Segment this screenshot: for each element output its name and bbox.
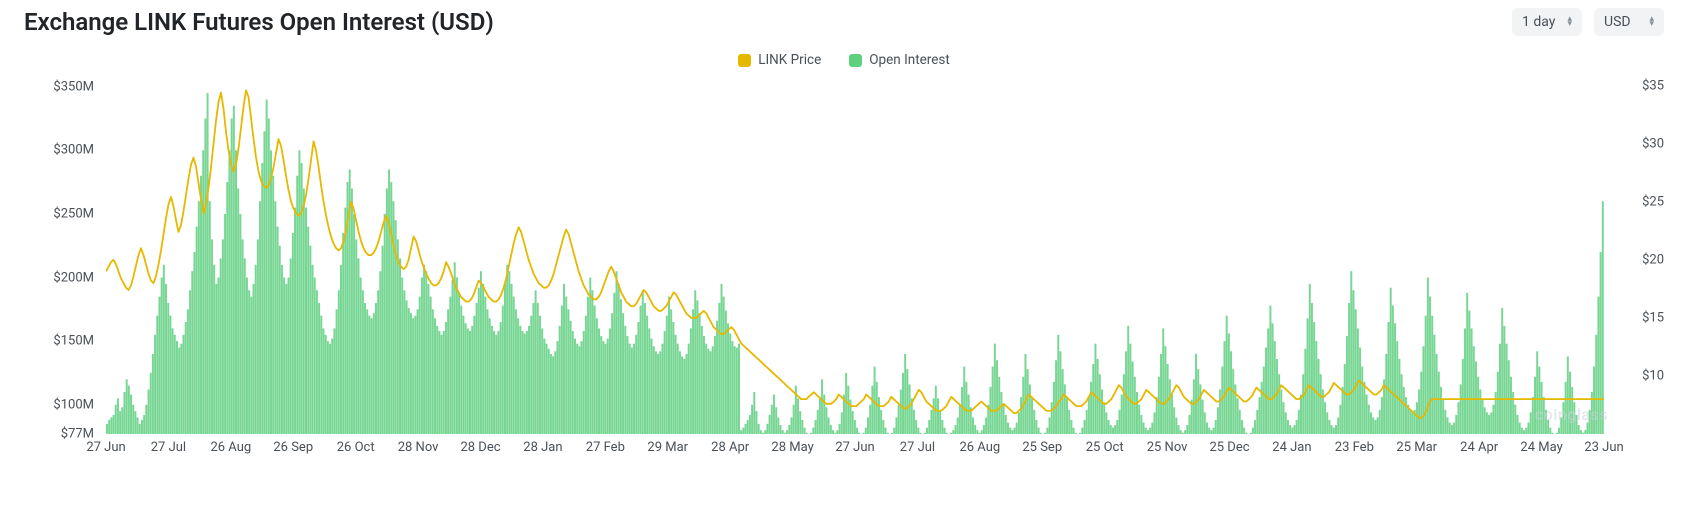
ytick-left: $200M [24,270,94,285]
x-axis: 27 Jun 27 Jul 26 Aug 26 Sep 26 Oct 28 Nov 28 D… [106,440,1604,470]
xtick: 29 Mar [647,440,688,455]
chart-svg [106,74,1604,434]
xtick: 27 Feb [586,440,625,455]
xtick: 25 Dec [1209,440,1249,455]
plot-area[interactable] [106,74,1604,434]
xtick: 23 Feb [1335,440,1374,455]
legend-item-price[interactable]: LINK Price [738,52,821,68]
xtick: 27 Jul [151,440,186,455]
xtick: 26 Aug [959,440,1000,455]
ytick-left: $350M [24,79,94,94]
xtick: 25 Mar [1396,440,1437,455]
xtick: 24 May [1520,440,1562,455]
ytick-left: $300M [24,143,94,158]
xtick: 24 Jan [1272,440,1311,455]
xtick: 25 Sep [1022,440,1062,455]
y-axis-left: $350M$300M$250M$200M$150M$100M$77M [24,74,94,434]
chart-title: Exchange LINK Futures Open Interest (USD… [24,8,494,36]
chart-area: $350M$300M$250M$200M$150M$100M$77M $35$3… [24,74,1664,474]
xtick: 25 Oct [1086,440,1124,455]
ytick-left: $77M [24,427,94,442]
currency-dropdown[interactable]: USD ▴▾ [1594,8,1664,36]
ytick-left: $250M [24,206,94,221]
legend-item-oi[interactable]: Open Interest [849,52,950,68]
xtick: 24 Apr [1460,440,1498,455]
chart-legend: LINK Price Open Interest [0,36,1688,74]
ytick-right: $35 [1614,78,1664,93]
xtick: 27 Jul [900,440,935,455]
xtick: 28 Apr [711,440,749,455]
xtick: 28 Jan [523,440,562,455]
chart-controls: 1 day ▴▾ USD ▴▾ [1512,8,1664,36]
legend-swatch-oi [849,54,862,67]
xtick: 23 Jun [1584,440,1623,455]
xtick: 26 Sep [273,440,313,455]
legend-swatch-price [738,54,751,67]
xtick: 28 Dec [460,440,500,455]
currency-value: USD [1604,14,1631,30]
ytick-right: $15 [1614,310,1664,325]
xtick: 28 Nov [398,440,439,455]
chevron-updown-icon: ▴▾ [1567,17,1572,27]
xtick: 26 Oct [337,440,375,455]
ytick-left: $100M [24,397,94,412]
watermark: coinglass [1535,405,1608,424]
xtick: 27 Jun [835,440,874,455]
ytick-right: $25 [1614,194,1664,209]
xtick: 27 Jun [86,440,125,455]
legend-label-price: LINK Price [758,52,821,68]
chevron-updown-icon: ▴▾ [1649,17,1654,27]
y-axis-right: $35 $30 $25 $20 $15 $10 [1614,74,1664,434]
ytick-right: $30 [1614,136,1664,151]
ytick-right: $20 [1614,252,1664,267]
timeframe-value: 1 day [1522,14,1555,30]
timeframe-dropdown[interactable]: 1 day ▴▾ [1512,8,1582,36]
ytick-right: $10 [1614,368,1664,383]
legend-label-oi: Open Interest [869,52,950,68]
xtick: 28 May [771,440,813,455]
xtick: 25 Nov [1147,440,1188,455]
ytick-left: $150M [24,334,94,349]
xtick: 26 Aug [210,440,251,455]
